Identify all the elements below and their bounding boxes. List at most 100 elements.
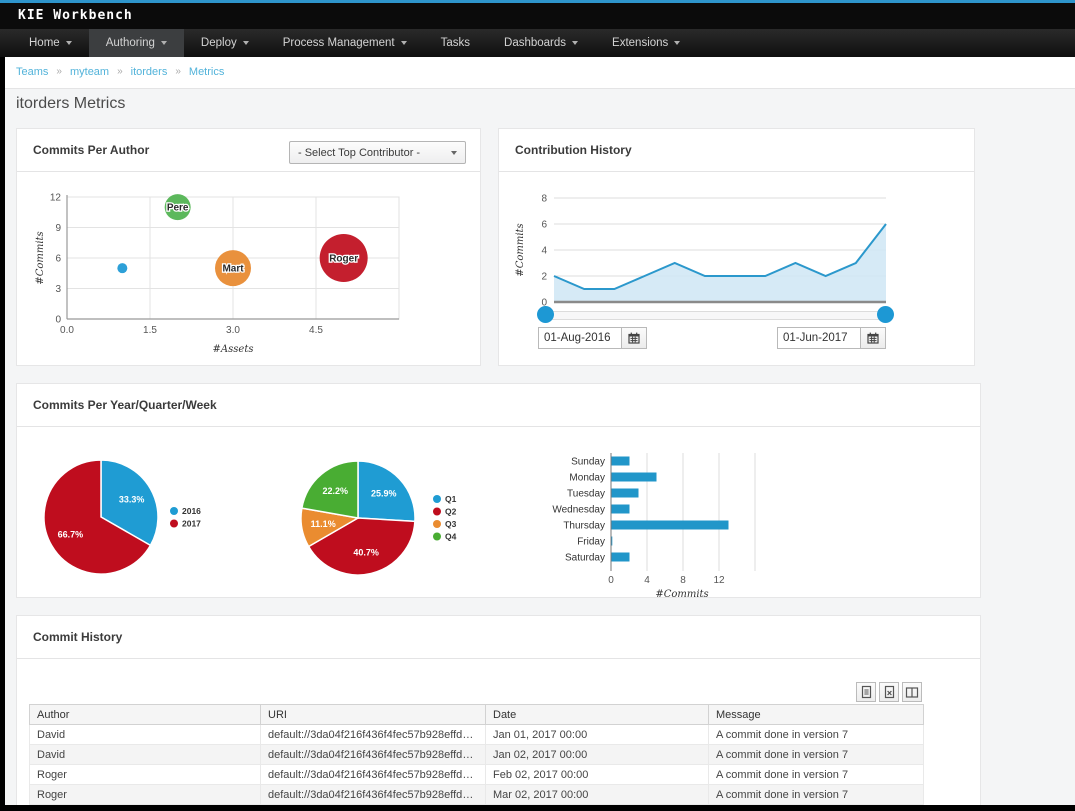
page-title: itorders Metrics — [16, 95, 126, 112]
export-excel-icon[interactable] — [879, 682, 899, 702]
panel-commit-history: Commit History — [16, 615, 981, 805]
table-row: David default://3da04f216f436f4fec57b928e… — [29, 724, 924, 745]
pie-slice-q2[interactable] — [307, 517, 416, 576]
export-csv-icon[interactable] — [856, 682, 876, 702]
table-cell: Mar 02, 2017 00:00 — [485, 804, 709, 805]
nav-item-home[interactable]: Home — [12, 29, 89, 57]
svg-text:66.7%: 66.7% — [58, 530, 84, 540]
bubble-mart[interactable] — [215, 250, 251, 287]
table-cell: David — [29, 744, 261, 765]
slider-handle-end[interactable] — [877, 306, 894, 323]
caret-down-icon — [674, 41, 681, 45]
svg-text:Roger: Roger — [329, 254, 358, 265]
date-from-input[interactable] — [538, 327, 622, 349]
app-brand: KIE Workbench — [18, 8, 133, 23]
bar-monday[interactable] — [611, 472, 657, 482]
breadcrumb-link-myteam[interactable]: myteam — [69, 66, 110, 78]
svg-text:Wednesday: Wednesday — [552, 505, 605, 516]
svg-text:Pere: Pere — [167, 203, 189, 214]
nav-item-extensions[interactable]: Extensions — [595, 29, 697, 57]
date-to-input[interactable] — [777, 327, 861, 349]
nav-item-tasks[interactable]: Tasks — [424, 29, 487, 57]
pie-slice-2017[interactable] — [43, 459, 152, 575]
bar-saturday[interactable] — [611, 552, 630, 562]
nav-item-label: Tasks — [440, 37, 471, 49]
svg-text:40.7%: 40.7% — [353, 547, 379, 557]
commits-trend-line[interactable] — [553, 223, 887, 290]
page-content: Teams » myteam » itorders » Metrics itorders M… — [5, 57, 1075, 805]
date-range-slider-track[interactable] — [546, 311, 887, 320]
svg-text:Friday: Friday — [577, 537, 605, 548]
nav-item-label: Process Management — [282, 37, 395, 49]
panel-header: Commit History — [17, 616, 980, 659]
bubble-pere[interactable] — [164, 194, 191, 221]
nav-item-authoring[interactable]: Authoring — [88, 29, 184, 57]
svg-text:12: 12 — [50, 193, 62, 204]
nav-item-deploy[interactable]: Deploy — [184, 29, 266, 57]
panel-header: Commits Per Year/Quarter/Week — [17, 384, 980, 427]
bar-wednesday[interactable] — [611, 504, 630, 514]
pie-slice-q1[interactable] — [357, 460, 416, 523]
calendar-icon — [628, 332, 640, 344]
svg-text:1.5: 1.5 — [143, 325, 157, 336]
breadcrumb-link-metrics[interactable]: Metrics — [188, 66, 225, 78]
bubble-point[interactable] — [117, 263, 128, 274]
slider-handle-start[interactable] — [537, 306, 554, 323]
breadcrumb-bar: Teams » myteam » itorders » Metrics — [5, 57, 1075, 89]
svg-text:Q2: Q2 — [445, 507, 457, 517]
caret-down-icon — [242, 41, 249, 45]
svg-text:6: 6 — [541, 220, 547, 231]
nav-item-process-management[interactable]: Process Management — [266, 29, 424, 57]
svg-text:3: 3 — [55, 284, 61, 295]
commits-per-author-bubble-chart: 0 3 6 9 12 0.0 1.5 3.0 4.5 #Commits #Assets Pere Mar… — [35, 193, 400, 355]
calendar-icon-button[interactable] — [622, 327, 647, 349]
date-from-group — [538, 327, 647, 349]
column-header-message: Message — [708, 704, 924, 725]
bar-tuesday[interactable] — [611, 488, 639, 498]
caret-down-icon — [160, 41, 167, 45]
top-accent-strip — [0, 0, 1075, 3]
column-header-uri: URI — [260, 704, 486, 725]
svg-text:#Commits: #Commits — [655, 589, 708, 599]
pie-slice-2016[interactable] — [100, 459, 159, 547]
bar-thursday[interactable] — [611, 520, 729, 530]
panel-commits-per-author: Commits Per Author - Select Top Contribu… — [16, 128, 481, 366]
calendar-icon-button[interactable] — [861, 327, 886, 349]
letterbox-strip — [0, 805, 305, 811]
table-cell: A commit done in version 7 — [708, 804, 924, 805]
breadcrumb-separator: » — [56, 66, 62, 77]
table-header-row: Author URI Date Message — [29, 704, 924, 725]
nav-item-dashboards[interactable]: Dashboards — [487, 29, 595, 57]
show-columns-icon[interactable] — [902, 682, 922, 702]
bar-friday[interactable] — [611, 536, 613, 546]
nav-item-label: Extensions — [612, 37, 669, 49]
breadcrumb-link-teams[interactable]: Teams — [16, 66, 49, 78]
svg-text:6: 6 — [55, 254, 61, 265]
table-row: Markdefault://3da04f216f436f4fec57b928ef… — [29, 804, 924, 805]
table-cell: Roger — [29, 764, 261, 785]
svg-text:Monday: Monday — [569, 473, 605, 484]
bubble-roger[interactable] — [319, 234, 368, 282]
svg-text:#Commits: #Commits — [35, 231, 46, 284]
table-export-toolbar — [856, 682, 922, 702]
svg-text:0: 0 — [55, 315, 61, 326]
breadcrumb-link-itorders[interactable]: itorders — [130, 66, 168, 78]
breadcrumb-separator: » — [175, 66, 181, 77]
panel-body: 33.3% 66.7% 2016 2017 25.9% 40.7% 11.1% 22.2% Q1… — [17, 427, 980, 604]
panel-title: Commit History — [33, 630, 123, 644]
breadcrumb: Teams » myteam » itorders » Metrics — [5, 57, 1075, 78]
top-contributor-dropdown[interactable]: - Select Top Contributor - — [289, 141, 466, 164]
pie-slice-q4[interactable] — [300, 460, 359, 519]
table-row: David default://3da04f216f436f4fec57b928e… — [29, 744, 924, 765]
svg-text:0.0: 0.0 — [60, 325, 74, 336]
svg-text:#Commits: #Commits — [515, 223, 526, 276]
table-cell: default://3da04f216f436f4fec57b928effd5c… — [260, 764, 486, 785]
svg-text:Tuesday: Tuesday — [567, 489, 605, 500]
bar-sunday[interactable] — [611, 456, 630, 466]
svg-text:22.2%: 22.2% — [323, 486, 349, 496]
commit-history-table: Author URI Date Message David default://3da0… — [29, 704, 924, 805]
panel-title: Contribution History — [515, 143, 632, 157]
table-cell: A commit done in version 7 — [708, 764, 924, 785]
table-cell: Mar 02, 2017 00:00 — [485, 784, 709, 805]
